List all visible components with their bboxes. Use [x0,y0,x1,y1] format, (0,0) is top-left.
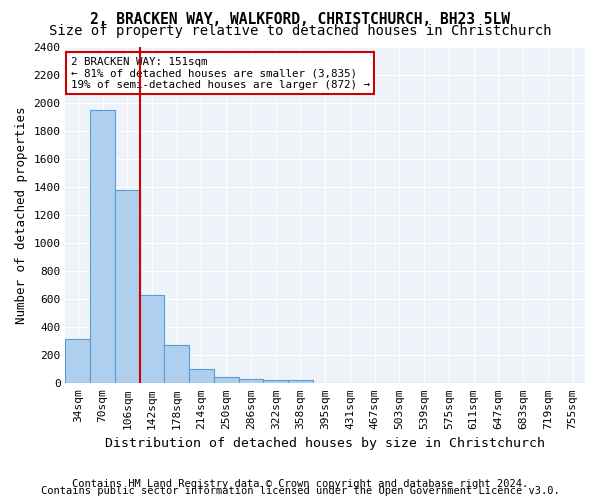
Text: Contains public sector information licensed under the Open Government Licence v3: Contains public sector information licen… [41,486,559,496]
X-axis label: Distribution of detached houses by size in Christchurch: Distribution of detached houses by size … [105,437,545,450]
Y-axis label: Number of detached properties: Number of detached properties [15,106,28,324]
Text: 2 BRACKEN WAY: 151sqm
← 81% of detached houses are smaller (3,835)
19% of semi-d: 2 BRACKEN WAY: 151sqm ← 81% of detached … [71,56,370,90]
Bar [140,295,164,384]
Bar [288,380,313,384]
Bar [115,190,140,384]
Bar [239,378,263,384]
Bar [164,346,189,384]
Text: 2, BRACKEN WAY, WALKFORD, CHRISTCHURCH, BH23 5LW: 2, BRACKEN WAY, WALKFORD, CHRISTCHURCH, … [90,12,510,26]
Bar [65,339,90,384]
Bar [90,110,115,384]
Text: Contains HM Land Registry data © Crown copyright and database right 2024.: Contains HM Land Registry data © Crown c… [72,479,528,489]
Bar [214,376,239,384]
Bar [263,380,288,384]
Text: Size of property relative to detached houses in Christchurch: Size of property relative to detached ho… [49,24,551,38]
Bar [189,370,214,384]
